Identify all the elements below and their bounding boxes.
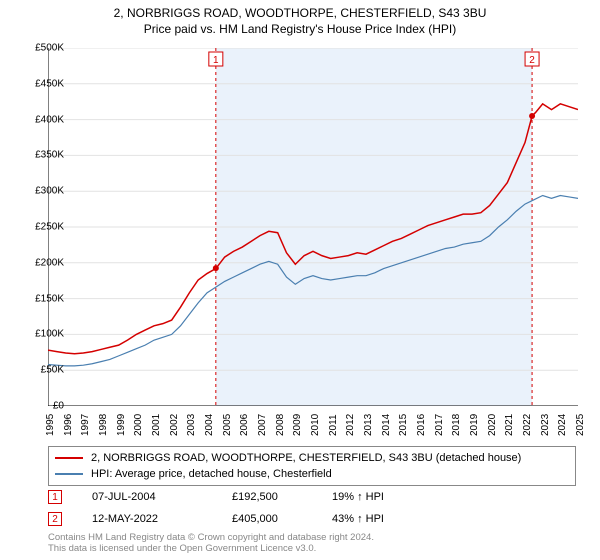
x-tick-label: 2017 [434,414,445,436]
legend-item-property: 2, NORBRIGGS ROAD, WOODTHORPE, CHESTERFI… [55,450,569,466]
y-tick-label: £450K [18,78,64,89]
x-tick-label: 2021 [504,414,515,436]
x-tick-label: 2015 [398,414,409,436]
x-tick-label: 2004 [204,414,215,436]
sale-marker-2: 2 [48,512,62,526]
y-tick-label: £0 [18,401,64,412]
chart-svg: 12 [48,48,578,406]
x-tick-label: 2022 [522,414,533,436]
x-tick-label: 2005 [222,414,233,436]
svg-text:2: 2 [529,55,535,66]
y-tick-label: £50K [18,365,64,376]
x-tick-label: 2018 [451,414,462,436]
x-tick-label: 1995 [45,414,56,436]
legend: 2, NORBRIGGS ROAD, WOODTHORPE, CHESTERFI… [48,446,576,486]
x-tick-label: 2007 [257,414,268,436]
y-tick-label: £300K [18,186,64,197]
chart-title-subtitle: Price paid vs. HM Land Registry's House … [0,22,600,36]
legend-label-hpi: HPI: Average price, detached house, Ches… [91,468,332,480]
x-tick-label: 2014 [381,414,392,436]
legend-swatch-hpi [55,473,83,475]
y-tick-label: £400K [18,114,64,125]
chart-plot-area: 12 [48,48,578,406]
x-tick-label: 2023 [540,414,551,436]
attribution-line2: This data is licensed under the Open Gov… [48,543,374,554]
sale-table: 1 07-JUL-2004 £192,500 19% ↑ HPI 2 12-MA… [48,488,576,532]
sale-price: £192,500 [232,491,332,503]
y-tick-label: £200K [18,257,64,268]
legend-swatch-property [55,457,83,459]
x-tick-label: 2009 [292,414,303,436]
legend-item-hpi: HPI: Average price, detached house, Ches… [55,466,569,482]
x-tick-label: 1997 [80,414,91,436]
chart-title-address: 2, NORBRIGGS ROAD, WOODTHORPE, CHESTERFI… [0,6,600,20]
x-tick-label: 1996 [63,414,74,436]
x-tick-label: 2025 [575,414,586,436]
x-tick-label: 2001 [151,414,162,436]
svg-text:1: 1 [213,55,219,66]
y-tick-label: £250K [18,222,64,233]
x-tick-label: 2003 [186,414,197,436]
x-tick-label: 2000 [133,414,144,436]
y-tick-label: £350K [18,150,64,161]
x-tick-label: 2002 [169,414,180,436]
sale-row: 1 07-JUL-2004 £192,500 19% ↑ HPI [48,488,576,506]
x-tick-label: 2020 [487,414,498,436]
x-tick-label: 2019 [469,414,480,436]
y-tick-label: £100K [18,329,64,340]
x-tick-label: 1999 [116,414,127,436]
attribution: Contains HM Land Registry data © Crown c… [48,532,374,555]
x-tick-label: 2010 [310,414,321,436]
sale-date: 07-JUL-2004 [92,491,232,503]
x-tick-label: 2008 [275,414,286,436]
sale-diff: 43% ↑ HPI [332,513,576,525]
sale-marker-1: 1 [48,490,62,504]
sale-price: £405,000 [232,513,332,525]
x-tick-label: 1998 [98,414,109,436]
x-tick-label: 2012 [345,414,356,436]
x-tick-label: 2006 [239,414,250,436]
x-tick-label: 2011 [328,414,339,436]
x-tick-label: 2024 [557,414,568,436]
x-tick-label: 2016 [416,414,427,436]
y-tick-label: £500K [18,43,64,54]
sale-row: 2 12-MAY-2022 £405,000 43% ↑ HPI [48,510,576,528]
y-tick-label: £150K [18,293,64,304]
sale-date: 12-MAY-2022 [92,513,232,525]
attribution-line1: Contains HM Land Registry data © Crown c… [48,532,374,543]
legend-label-property: 2, NORBRIGGS ROAD, WOODTHORPE, CHESTERFI… [91,452,521,464]
x-tick-label: 2013 [363,414,374,436]
sale-diff: 19% ↑ HPI [332,491,576,503]
